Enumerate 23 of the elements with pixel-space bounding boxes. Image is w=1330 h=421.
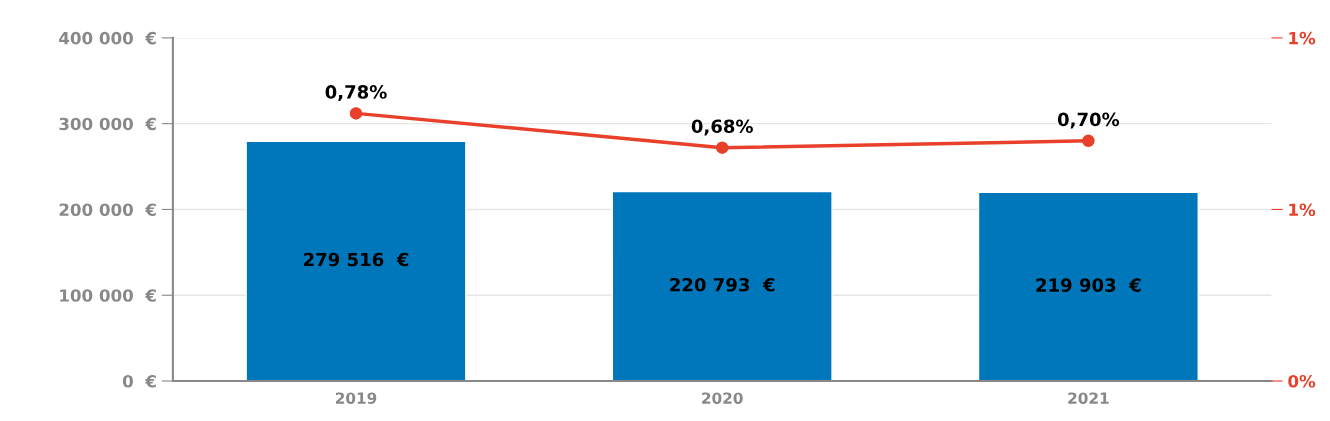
bar bbox=[245, 140, 467, 382]
y-tick-label: 300 000 € bbox=[59, 117, 156, 131]
y2-tick-label: 0% bbox=[1288, 374, 1316, 388]
data-label: 0,70% bbox=[1057, 112, 1120, 129]
bar bbox=[977, 191, 1199, 382]
data-label: 0,78% bbox=[325, 85, 387, 102]
data-label: 220 793 € bbox=[670, 277, 775, 292]
y-tick-label: 200 000 € bbox=[59, 203, 156, 217]
data-label: 279 516 € bbox=[304, 252, 409, 267]
y2-tick-label: 1% bbox=[1289, 31, 1316, 45]
data-label: 0,68% bbox=[691, 119, 753, 136]
point bbox=[715, 141, 729, 154]
data-label: 219 903 € bbox=[1036, 278, 1141, 292]
y-tick-label: 400 000 € bbox=[59, 31, 156, 45]
y2-tick-label: 1% bbox=[1289, 203, 1316, 217]
x-tick-label: 2020 bbox=[702, 392, 743, 404]
y-tick-label: 0 € bbox=[122, 374, 156, 388]
x-tick-label: 2021 bbox=[1068, 392, 1109, 404]
point bbox=[1082, 134, 1095, 148]
bar bbox=[611, 190, 833, 382]
x-tick-label: 2019 bbox=[335, 392, 377, 404]
point bbox=[349, 107, 363, 120]
y-tick-label: 100 000 € bbox=[60, 289, 156, 302]
